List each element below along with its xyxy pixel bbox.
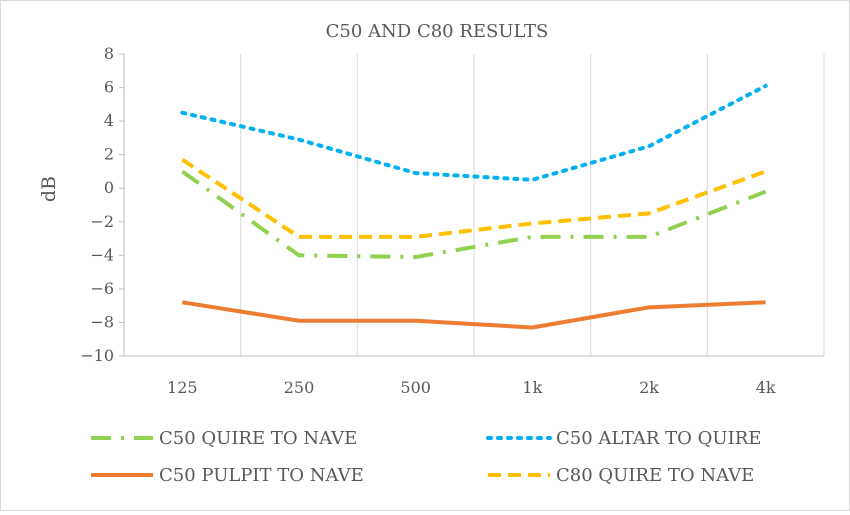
y-tick-label: −2 — [90, 212, 114, 231]
legend-item: C50 PULPIT TO NAVE — [91, 465, 364, 486]
legend: C50 QUIRE TO NAVE C50 ALTAR TO QUIRE C50 P… — [91, 428, 761, 486]
y-tick-label: 2 — [104, 145, 114, 164]
x-tick-label: 250 — [284, 378, 315, 397]
chart-title: C50 AND C80 RESULTS — [326, 21, 549, 42]
y-tick-label: 4 — [104, 111, 114, 130]
series-lines — [180, 83, 768, 330]
x-tick-label: 2k — [639, 378, 659, 397]
legend-label: C50 PULPIT TO NAVE — [159, 465, 364, 486]
x-tick-label: 4k — [756, 378, 776, 397]
y-tick-label: 8 — [104, 44, 114, 63]
x-tick-label: 500 — [400, 378, 431, 397]
series-line — [182, 300, 766, 330]
y-tick-label: −8 — [90, 312, 114, 331]
legend-label: C50 ALTAR TO QUIRE — [556, 428, 761, 449]
x-tick-label: 1k — [522, 378, 542, 397]
legend-item: C50 ALTAR TO QUIRE — [486, 428, 761, 449]
legend-label: C80 QUIRE TO NAVE — [556, 465, 754, 486]
y-axis-label: dB — [38, 176, 60, 202]
y-tick-label: −4 — [90, 245, 114, 264]
y-tick-label: −10 — [80, 346, 114, 365]
legend-item: C80 QUIRE TO NAVE — [488, 465, 754, 486]
series-line — [181, 158, 767, 239]
series-line — [180, 83, 768, 182]
legend-label: C50 QUIRE TO NAVE — [159, 428, 357, 449]
y-tick-label: 0 — [104, 178, 114, 197]
grid — [123, 54, 825, 356]
legend-item: C50 QUIRE TO NAVE — [91, 428, 357, 449]
series-line — [181, 169, 767, 260]
x-tick-label: 125 — [167, 378, 198, 397]
axes: 8 6 4 2 0 −2 −4 −6 −8 −10 125 250 500 1k 2k 4k — [80, 44, 824, 397]
y-tick-label: −6 — [90, 279, 114, 298]
y-tick-label: 6 — [104, 78, 114, 97]
